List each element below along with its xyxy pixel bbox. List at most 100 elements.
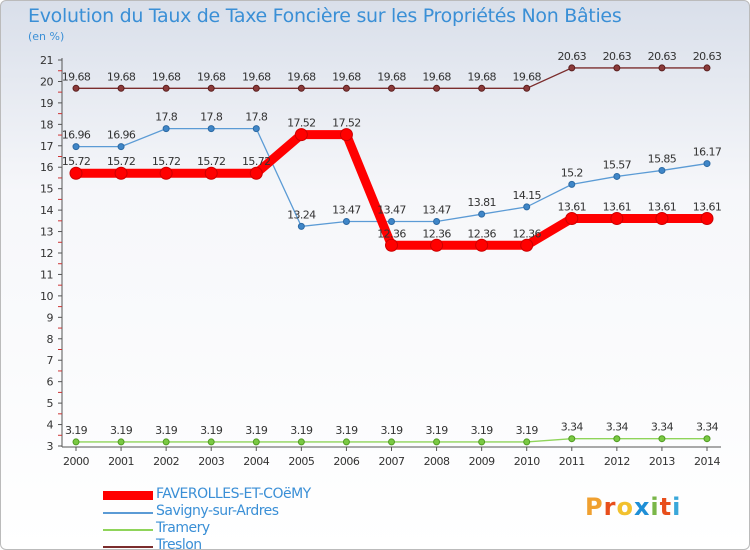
data-point: [388, 217, 395, 225]
data-label: 19.68: [242, 70, 271, 83]
data-point: [523, 203, 531, 211]
data-label: 3.19: [516, 424, 539, 437]
data-point: [700, 211, 714, 225]
data-point: [297, 222, 305, 230]
data-point: [568, 64, 576, 72]
data-label: 17.52: [287, 117, 316, 130]
data-point: [703, 160, 711, 168]
data-label: 3.19: [380, 424, 403, 437]
data-point: [475, 238, 489, 252]
data-point: [207, 125, 215, 133]
data-point: [249, 166, 263, 180]
y-tick-label: 20: [40, 75, 53, 88]
x-tick-label: 2009: [469, 455, 495, 468]
data-point: [433, 438, 441, 446]
data-label: 15.72: [152, 155, 181, 168]
data-label: 19.68: [62, 70, 91, 83]
data-label: 15.57: [603, 158, 632, 171]
data-point: [610, 211, 624, 225]
data-label: 3.19: [110, 424, 133, 437]
data-label: 19.68: [377, 70, 406, 83]
data-label: 12.36: [422, 227, 451, 240]
y-tick-label: 4: [47, 419, 54, 432]
data-point: [613, 435, 621, 443]
data-point: [658, 166, 666, 174]
data-point: [658, 435, 666, 443]
x-tick-label: 2008: [424, 455, 450, 468]
logo-letter: i: [672, 493, 682, 521]
logo-letter: r: [603, 493, 617, 521]
data-label: 12.36: [512, 227, 541, 240]
data-label: 19.68: [467, 70, 496, 83]
y-tick-label: 13: [40, 226, 53, 239]
data-point: [385, 238, 398, 252]
x-tick-label: 2012: [604, 455, 630, 468]
data-point: [433, 84, 441, 92]
data-point: [613, 172, 621, 180]
data-point: [703, 64, 711, 72]
data-label: 13.61: [693, 200, 722, 213]
y-tick-label: 9: [47, 311, 54, 324]
y-tick-label: 8: [47, 333, 54, 346]
data-point: [69, 166, 83, 180]
data-label: 3.19: [155, 424, 178, 437]
data-point: [117, 143, 125, 151]
data-point: [297, 438, 305, 446]
data-point: [162, 84, 170, 92]
data-point: [342, 84, 350, 92]
data-point: [520, 238, 534, 252]
data-label: 3.19: [65, 424, 88, 437]
data-point: [568, 435, 576, 443]
data-point: [72, 143, 80, 151]
data-label: 19.68: [197, 70, 226, 83]
data-label: 3.34: [696, 421, 719, 434]
data-label: 19.68: [332, 70, 361, 83]
data-label: 19.68: [152, 70, 181, 83]
data-label: 15.72: [107, 155, 136, 168]
x-tick-label: 2006: [333, 455, 359, 468]
legend-label: Savigny-sur-Ardres: [156, 503, 279, 519]
data-point: [342, 217, 350, 225]
data-point: [478, 210, 486, 218]
data-label: 16.96: [62, 129, 91, 142]
data-label: 19.68: [107, 70, 136, 83]
legend-swatch: [103, 546, 153, 548]
x-tick-label: 2007: [379, 455, 405, 468]
data-label: 3.19: [426, 424, 449, 437]
data-label: 16.17: [693, 146, 722, 159]
data-point: [252, 84, 260, 92]
y-tick-label: 10: [40, 290, 53, 303]
x-tick-label: 2004: [243, 455, 269, 468]
data-point: [162, 438, 170, 446]
data-label: 20.63: [693, 50, 722, 63]
data-label: 14.15: [512, 189, 541, 202]
data-label: 19.68: [422, 70, 451, 83]
data-point: [117, 84, 125, 92]
data-label: 20.63: [558, 50, 587, 63]
data-point: [478, 84, 486, 92]
logo-letter: x: [633, 493, 651, 521]
data-label: 17.52: [332, 117, 361, 130]
legend-swatch: [103, 512, 153, 514]
x-tick-label: 2002: [153, 455, 179, 468]
data-point: [162, 125, 170, 133]
data-label: 3.19: [335, 424, 358, 437]
data-point: [523, 438, 531, 446]
y-tick-label: 15: [40, 183, 53, 196]
y-tick-label: 7: [47, 354, 54, 367]
legend-label: Treslon: [156, 537, 202, 550]
data-point: [388, 438, 395, 446]
x-tick-label: 2000: [63, 455, 89, 468]
data-point: [703, 435, 711, 443]
data-label: 15.85: [648, 152, 677, 165]
legend-label: Tramery: [156, 520, 210, 536]
y-tick-label: 21: [40, 54, 53, 67]
data-point: [207, 84, 215, 92]
logo-letter: t: [659, 493, 673, 521]
data-label: 17.8: [200, 111, 223, 124]
data-label: 15.72: [62, 155, 91, 168]
data-point: [294, 128, 308, 142]
x-tick-label: 2010: [514, 455, 540, 468]
y-tick-label: 18: [40, 118, 53, 131]
